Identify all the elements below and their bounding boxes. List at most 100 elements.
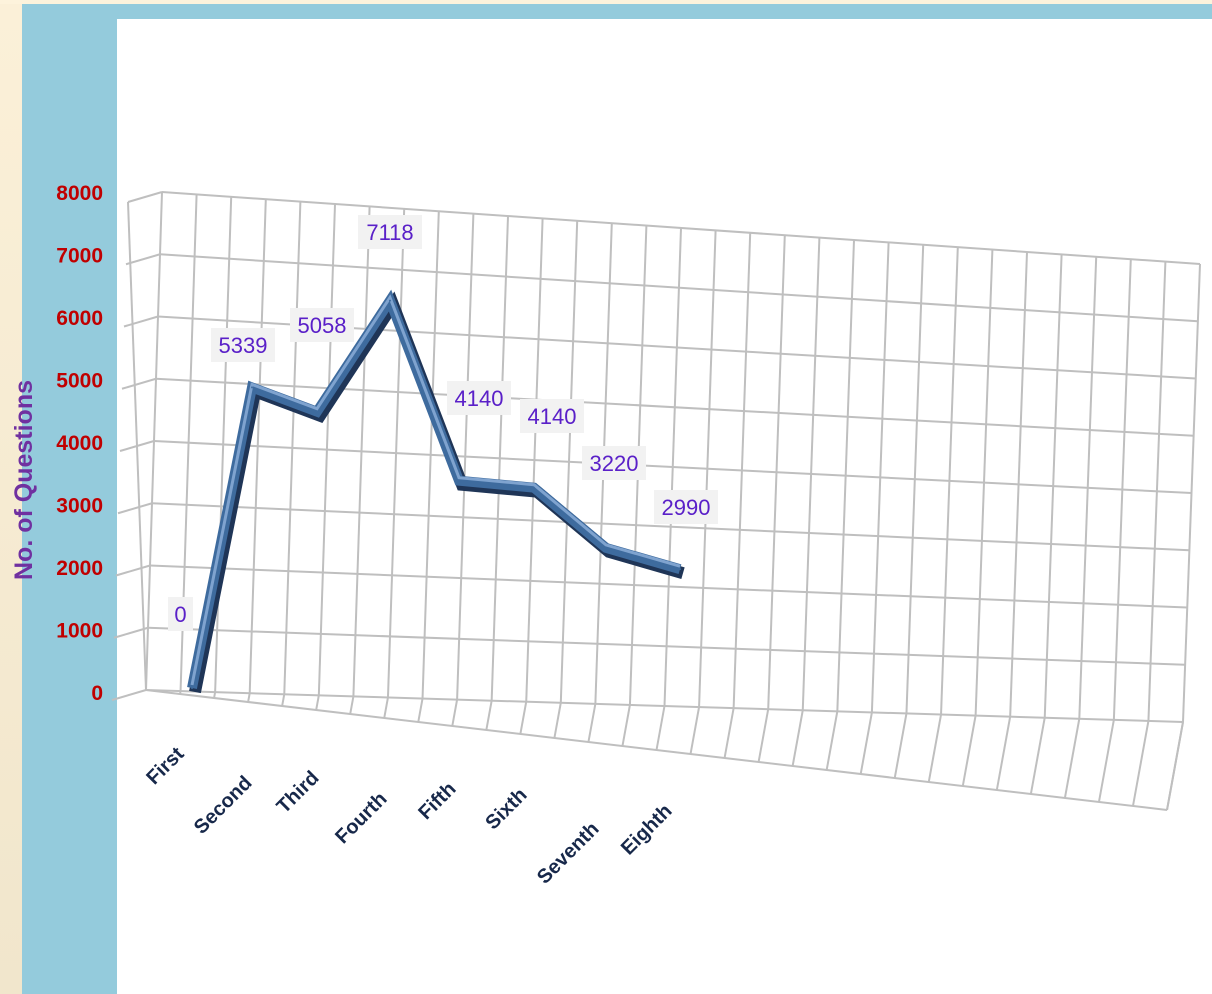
gridline-v <box>386 208 406 698</box>
gridline-v <box>352 206 371 697</box>
data-label: 2990 <box>662 495 711 520</box>
floor-line <box>349 696 355 715</box>
data-label: 5339 <box>219 333 268 358</box>
data-point-first <box>191 687 193 689</box>
floor-line <box>553 702 562 739</box>
data-label-box <box>168 597 193 631</box>
gridline-v <box>940 247 959 715</box>
data-label: 4140 <box>455 386 504 411</box>
gridline-side <box>121 377 157 390</box>
data-label: 0 <box>174 602 186 627</box>
gridline-v <box>317 203 336 696</box>
floor-line <box>927 714 943 783</box>
data-label-box <box>447 381 511 415</box>
gridline-v <box>559 220 579 703</box>
y-tick-label: 0 <box>91 682 103 705</box>
gridline-v <box>283 201 302 695</box>
gridline-v <box>663 227 682 707</box>
gridline-v <box>732 232 752 709</box>
floor-line <box>961 715 977 787</box>
gridline-v <box>974 249 994 716</box>
data-label-box <box>654 490 718 524</box>
floor-line <box>621 704 631 747</box>
data-point-fourth <box>389 299 391 302</box>
floor-line <box>417 698 424 723</box>
y-tick-label: 5000 <box>56 370 103 393</box>
x-tick-label: Seventh <box>533 818 604 889</box>
gridline-v <box>490 215 509 701</box>
data-label: 7118 <box>366 220 413 245</box>
gridline-v <box>456 213 475 700</box>
data-label-box <box>520 399 584 433</box>
floor-line <box>995 716 1012 791</box>
series-line-highlight <box>190 294 681 686</box>
x-tick-label: Fifth <box>414 778 460 824</box>
floor-front-edge <box>145 689 1168 811</box>
floor-line <box>485 700 493 731</box>
data-label: 5058 <box>298 313 347 338</box>
x-tick-label: Fourth <box>331 788 391 848</box>
floor-line <box>1097 719 1115 803</box>
left-decor-strip <box>0 0 22 994</box>
floor-line <box>1029 717 1046 795</box>
data-point-second <box>251 386 253 389</box>
x-tick-label: Eighth <box>617 800 677 860</box>
y-tick-label: 2000 <box>56 557 103 580</box>
floor-line <box>247 693 251 703</box>
floor-line <box>859 712 873 775</box>
gridline-side <box>127 191 163 203</box>
y-tick-label: 6000 <box>56 307 103 330</box>
gridline-v <box>801 237 821 711</box>
y-tick-label: 3000 <box>56 495 103 518</box>
x-tick-label: Sixth <box>481 784 531 834</box>
floor-line <box>893 713 908 779</box>
gridline-v <box>1009 251 1028 717</box>
gridline-v <box>836 239 855 712</box>
gridline-v <box>525 218 544 702</box>
y-tick-label: 4000 <box>56 432 103 455</box>
x-tick-label: Second <box>190 772 257 839</box>
floor-line <box>825 711 839 771</box>
floor-line <box>315 695 320 711</box>
data-point-seventh <box>605 546 607 549</box>
floor-line <box>451 699 459 727</box>
floor-line <box>587 703 597 743</box>
gridline-v <box>145 191 163 691</box>
y-tick-label: 8000 <box>56 182 103 205</box>
data-point-third <box>316 410 318 413</box>
floor-line <box>791 710 804 767</box>
series-line-shadow <box>189 291 685 694</box>
top-decor-band <box>0 0 1212 4</box>
x-tick-label: First <box>142 743 188 789</box>
gridline-side <box>111 689 147 701</box>
gridline-v <box>1182 263 1201 723</box>
floor-line <box>1063 718 1081 799</box>
series-line-group <box>187 289 685 694</box>
y-tick-label: 1000 <box>56 620 103 643</box>
gridline-v <box>1147 261 1167 721</box>
gridline-v <box>905 244 925 714</box>
data-label-box <box>582 446 646 480</box>
floor-line <box>383 697 389 719</box>
floor-line <box>519 701 528 735</box>
gridline-v <box>767 235 786 710</box>
floor-line <box>757 709 770 763</box>
gridline-v <box>698 230 717 708</box>
gridline-v <box>214 196 233 693</box>
gridline-v <box>870 242 890 713</box>
y-tick-label: 7000 <box>56 245 103 268</box>
floor-line <box>281 694 286 707</box>
floor-line <box>655 705 666 751</box>
floor-line <box>723 707 735 759</box>
side-wall-edge <box>127 201 147 691</box>
floor-right-edge <box>1166 721 1184 811</box>
y-axis-ticks: 0 1000 2000 3000 4000 5000 6000 7000 8000 <box>56 182 103 705</box>
gridline-side <box>113 626 149 639</box>
data-label-box <box>358 215 422 249</box>
gridline-side <box>123 315 159 328</box>
y-axis-label: No. of Questions <box>10 380 38 580</box>
chart-grid <box>111 191 1201 811</box>
data-point-sixth <box>533 486 535 489</box>
gridline-v <box>248 199 267 694</box>
